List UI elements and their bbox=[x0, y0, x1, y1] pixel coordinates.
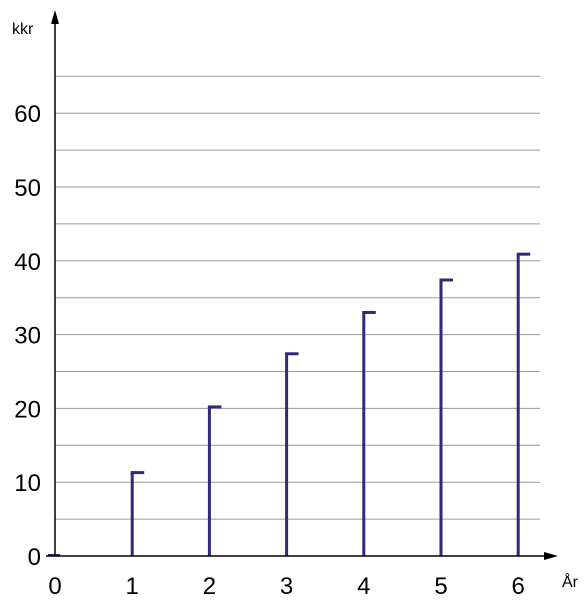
y-tick-label: 20 bbox=[14, 396, 41, 423]
y-tick-label: 10 bbox=[14, 470, 41, 497]
axes bbox=[46, 10, 558, 560]
y-tick-label: 40 bbox=[14, 249, 41, 276]
x-tick-label: 4 bbox=[357, 573, 370, 600]
y-tick-label: 0 bbox=[28, 544, 41, 571]
x-tick-label: 1 bbox=[126, 573, 139, 600]
x-tick-label: 6 bbox=[512, 573, 525, 600]
x-axis-arrow bbox=[544, 552, 558, 560]
gridlines bbox=[55, 75, 540, 520]
x-tick-label: 2 bbox=[203, 573, 216, 600]
y-tick-label: 60 bbox=[14, 101, 41, 128]
y-tick-label: 30 bbox=[14, 323, 41, 350]
bars bbox=[48, 252, 531, 556]
y-tick-label: 50 bbox=[14, 175, 41, 202]
y-tick-labels: 0 10 20 30 40 50 60 bbox=[14, 101, 41, 571]
x-tick-label: 5 bbox=[434, 573, 447, 600]
x-axis-title: År bbox=[562, 572, 579, 591]
x-tick-label: 0 bbox=[48, 573, 61, 600]
x-tick-label: 3 bbox=[280, 573, 293, 600]
y-axis-title: kkr bbox=[12, 21, 34, 38]
y-axis-arrow bbox=[51, 10, 59, 24]
x-tick-labels: 0 1 2 3 4 5 6 bbox=[48, 573, 525, 600]
